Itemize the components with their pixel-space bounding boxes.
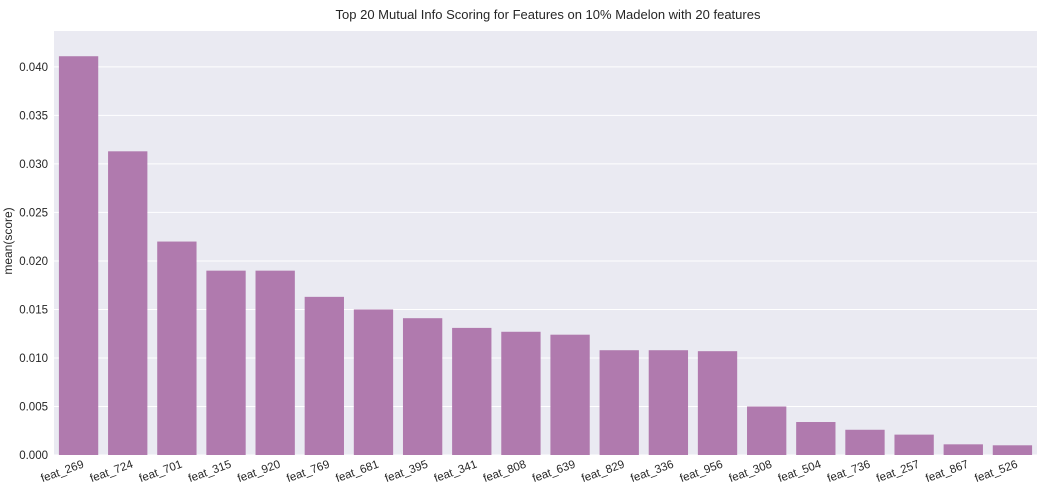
bar-feat-341 — [452, 327, 492, 455]
x-tick-label: feat_315 — [187, 459, 233, 486]
x-tick-label: feat_956 — [678, 459, 724, 486]
plot-background — [54, 31, 1037, 455]
y-tick-label: 0.030 — [19, 159, 48, 171]
y-tick-label: 0.010 — [19, 353, 48, 365]
bar-feat-829 — [599, 350, 639, 455]
y-tick-label: 0.040 — [19, 62, 48, 74]
x-tick-label: feat_341 — [433, 459, 479, 486]
x-tick-label: feat_808 — [482, 459, 528, 486]
x-tick-label: feat_736 — [826, 459, 872, 486]
x-tick-label: feat_829 — [580, 459, 626, 486]
x-tick-label: feat_308 — [728, 459, 774, 486]
x-tick-label: feat_681 — [334, 459, 380, 486]
bar-feat-701 — [157, 241, 197, 455]
y-tick-label: 0.000 — [19, 450, 48, 462]
bars — [58, 56, 1033, 456]
y-tick-label: 0.035 — [19, 110, 48, 122]
bar-feat-920 — [255, 270, 295, 455]
x-tick-label: feat_504 — [777, 458, 824, 485]
x-tick-label: feat_724 — [89, 458, 136, 485]
bar-feat-769 — [304, 296, 344, 455]
bar-feat-736 — [845, 429, 885, 455]
bar-feat-257 — [894, 434, 934, 455]
x-tick-label: feat_769 — [285, 459, 331, 486]
bar-feat-867 — [943, 444, 983, 455]
y-tick-label: 0.025 — [19, 207, 48, 219]
bar-feat-504 — [796, 422, 836, 455]
y-tick-label: 0.005 — [19, 401, 48, 413]
x-tick-label: feat_269 — [39, 459, 85, 486]
y-tick-label: 0.015 — [19, 304, 48, 316]
x-tick-label: feat_257 — [875, 459, 921, 486]
x-tick-label: feat_867 — [924, 459, 970, 486]
bar-feat-315 — [206, 270, 246, 455]
x-tick-label: feat_526 — [973, 459, 1019, 486]
x-tick-label: feat_639 — [531, 459, 577, 486]
x-tick-labels: feat_269 feat_724 feat_701 feat_315 feat_920… — [39, 458, 1019, 485]
y-tick-label: 0.020 — [19, 256, 48, 268]
chart-title: Top 20 Mutual Info Scoring for Features … — [336, 7, 761, 22]
bar-feat-526 — [992, 445, 1033, 455]
x-tick-label: feat_336 — [629, 459, 675, 486]
bar-feat-956 — [697, 351, 738, 455]
bar-feat-269 — [58, 56, 99, 456]
bar-feat-808 — [501, 331, 541, 455]
x-tick-label: feat_920 — [236, 459, 282, 486]
bar-feat-724 — [108, 151, 148, 455]
bar-feat-395 — [402, 318, 443, 455]
bar-feat-681 — [353, 309, 394, 455]
bar-feat-336 — [648, 350, 689, 455]
x-tick-label: feat_395 — [383, 459, 429, 486]
y-tick-labels: 0.000 0.005 0.010 0.015 0.020 0.025 0.030 0.035… — [19, 62, 48, 462]
bar-feat-308 — [747, 406, 787, 455]
bar-feat-639 — [550, 334, 590, 455]
x-tick-label: feat_701 — [138, 459, 184, 486]
y-axis-label: mean(score) — [1, 207, 15, 274]
